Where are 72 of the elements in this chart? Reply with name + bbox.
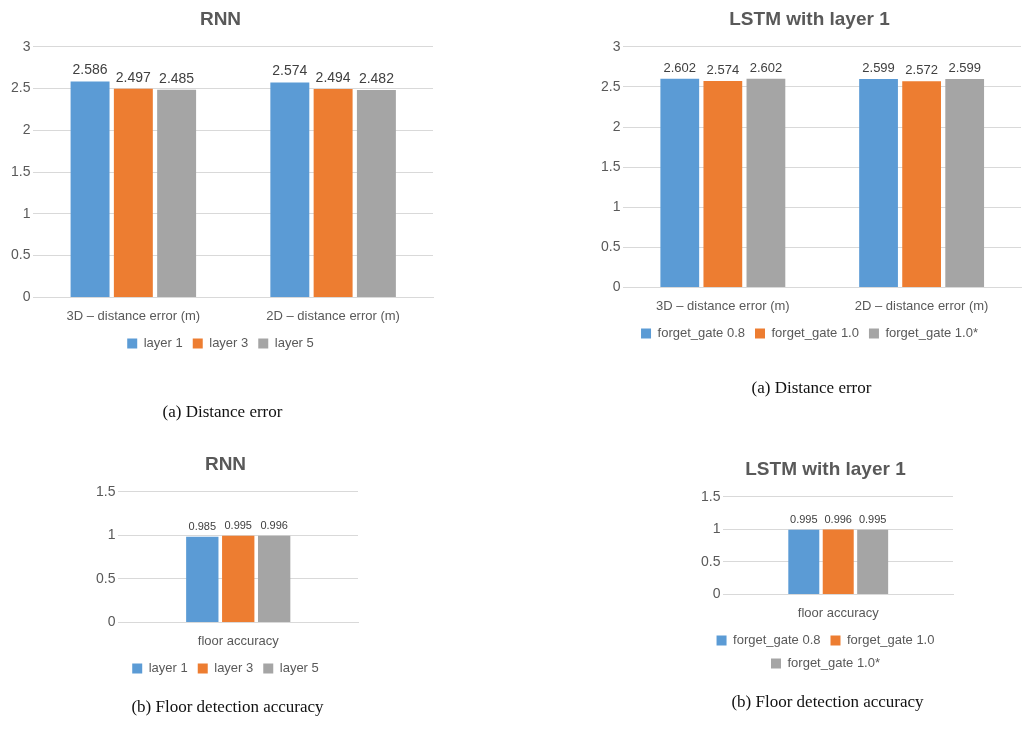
chart-title: LSTM with layer 1 [745, 457, 907, 479]
legend-label: layer 1 [148, 660, 188, 676]
x-tick-label: 2D – distance error (m) [266, 307, 400, 323]
y-tick-label: 1 [22, 204, 31, 221]
chart-title: RNN [199, 7, 242, 29]
data-label: 0.996 [260, 519, 288, 532]
y-tick-label: 1.5 [600, 157, 621, 174]
y-tick-label: 1.5 [700, 487, 721, 504]
bar [313, 89, 353, 297]
data-label: 0.985 [188, 520, 217, 533]
legend-label: layer 3 [209, 335, 249, 351]
data-label: 2.497 [115, 68, 152, 85]
x-tick-label: floor accuracy [197, 632, 280, 648]
legend-label: forget_gate 0.8 [657, 325, 745, 341]
chart-title: RNN [204, 452, 247, 474]
data-label: 2.574 [272, 62, 308, 79]
chart-title: LSTM with layer 1 [729, 7, 891, 29]
x-tick-label: 2D – distance error (m) [854, 297, 989, 313]
x-tick-label: 3D – distance error (m) [66, 307, 201, 323]
bar [113, 88, 153, 297]
legend-label: forget_gate 1.0* [787, 655, 881, 671]
legend-label: layer 5 [274, 335, 314, 351]
legend-label: layer 5 [279, 660, 319, 676]
data-label: 2.482 [358, 69, 395, 86]
text: (a) Distance error [750, 378, 873, 398]
data-label: 2.586 [72, 61, 108, 78]
legend-label: forget_gate 0.8 [733, 632, 821, 648]
legend-label: forget_gate 1.0 [771, 325, 859, 341]
text: (b) Floor detection accuracy [130, 697, 325, 717]
data-label: 2.485 [159, 69, 195, 86]
data-label: 2.574 [706, 62, 740, 78]
y-tick-label: 2.5 [600, 77, 621, 94]
y-tick-label: 2 [612, 117, 621, 134]
legend-label: forget_gate 1.0* [885, 325, 978, 341]
data-label: 2.599 [948, 60, 981, 76]
x-tick-label: floor accuracy [797, 604, 880, 620]
text: (b) Floor detection accuracy [730, 692, 925, 712]
y-tick-label: 0 [712, 585, 721, 602]
y-tick-label: 0 [107, 613, 116, 630]
y-tick-label: 1.5 [10, 162, 31, 179]
bar [70, 81, 110, 297]
y-tick-label: 1 [107, 526, 116, 543]
y-tick-label: 0.5 [600, 238, 621, 255]
data-label: 2.602 [663, 59, 697, 75]
y-tick-label: 0 [22, 288, 31, 305]
y-tick-label: 0.5 [700, 552, 721, 569]
bar [356, 90, 396, 297]
y-tick-label: 0.5 [10, 246, 31, 263]
data-label: 0.995 [224, 519, 252, 532]
x-tick-label: 3D – distance error (m) [656, 297, 790, 313]
data-label: 2.572 [905, 62, 938, 78]
data-label: 2.494 [315, 68, 351, 85]
y-tick-label: 3 [612, 37, 621, 54]
y-tick-label: 0 [612, 278, 621, 295]
data-label: 0.996 [824, 513, 852, 526]
legend-label: layer 1 [143, 335, 183, 351]
y-tick-label: 2.5 [10, 79, 31, 96]
y-tick-label: 1 [612, 198, 621, 215]
data-label: 2.602 [749, 59, 783, 75]
bar [270, 82, 310, 297]
y-tick-label: 3 [22, 37, 31, 54]
data-label: 0.995 [858, 513, 887, 526]
data-label: 2.599 [862, 60, 895, 76]
legend-label: forget_gate 1.0 [847, 632, 935, 648]
y-tick-label: 0.5 [95, 569, 116, 586]
y-tick-label: 2 [22, 121, 31, 138]
bar [157, 89, 197, 297]
legend-label: layer 3 [214, 660, 254, 676]
data-label: 0.995 [790, 513, 818, 526]
y-tick-label: 1 [712, 520, 721, 537]
text: (a) Distance error [161, 402, 284, 422]
y-tick-label: 1.5 [95, 482, 116, 499]
